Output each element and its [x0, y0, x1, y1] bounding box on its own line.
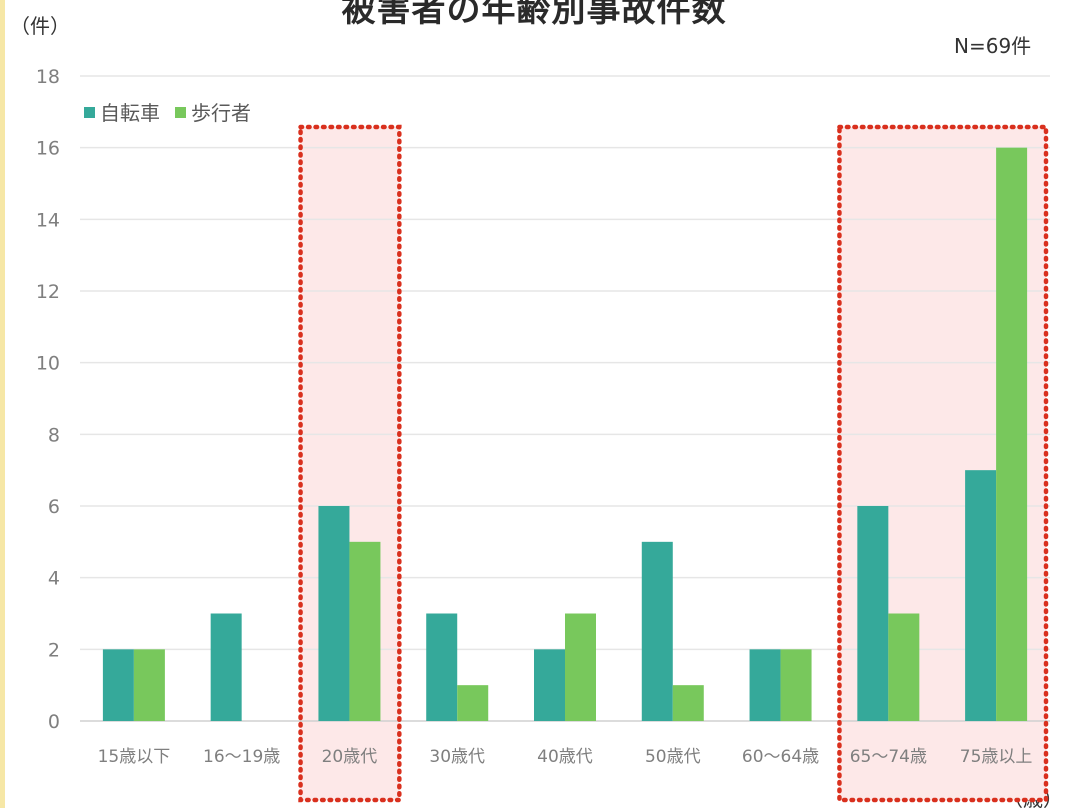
- bar-自転車-20歳代: [318, 506, 350, 721]
- y-axis-ticks: 0 2 4 6 8 10 12 14 16 18: [36, 66, 60, 733]
- legend-label-1: 歩行者: [191, 101, 251, 125]
- bars: [102, 147, 1028, 721]
- x-category-label: 16～19歳: [203, 747, 280, 767]
- y-tick-label: 4: [48, 568, 60, 590]
- bar-自転車-65～74歳: [857, 506, 889, 721]
- x-category-label: 15歳以下: [98, 747, 171, 767]
- x-axis-category-labels: 15歳以下 16～19歳 20歳代 30歳代 40歳代 50歳代 60～64歳 65～74歳 7…: [98, 747, 1033, 767]
- bar-歩行者-20歳代: [349, 541, 381, 721]
- bar-歩行者-65～74歳: [888, 613, 920, 721]
- y-axis-unit-label: （件）: [10, 14, 70, 38]
- left-edge-strip: [0, 0, 5, 808]
- y-tick-label: 10: [36, 353, 60, 375]
- highlight-border-1: [837, 124, 1049, 803]
- bar-自転車-60～64歳: [749, 649, 781, 721]
- bar-歩行者-50歳代: [672, 685, 704, 721]
- legend-label-0: 自転車: [100, 101, 160, 125]
- y-tick-label: 12: [36, 281, 60, 303]
- x-category-label: 60～64歳: [742, 747, 819, 767]
- x-category-label: 65～74歳: [850, 747, 927, 767]
- x-category-label: 50歳代: [645, 747, 701, 767]
- x-category-label: 75歳以上: [960, 747, 1033, 767]
- x-category-label: 40歳代: [537, 747, 593, 767]
- legend: 自転車 歩行者: [84, 101, 251, 125]
- bar-自転車-30歳代: [426, 613, 458, 721]
- chart-title: 被害者の年齢別事故件数: [341, 0, 727, 30]
- y-tick-label: 6: [48, 496, 60, 518]
- highlight-borders: [298, 124, 1049, 803]
- bar-歩行者-15歳以下: [133, 649, 165, 721]
- legend-swatch-0: [84, 107, 95, 118]
- y-tick-label: 14: [36, 209, 60, 231]
- y-tick-label: 8: [48, 424, 60, 446]
- y-tick-label: 16: [36, 138, 60, 160]
- bar-自転車-15歳以下: [102, 649, 134, 721]
- x-category-label: 20歳代: [322, 747, 378, 767]
- bar-自転車-75歳以上: [965, 470, 997, 721]
- y-tick-label: 18: [36, 66, 60, 88]
- bar-自転車-40歳代: [534, 649, 565, 721]
- bar-自転車-16～19歳: [210, 613, 242, 721]
- y-tick-label: 2: [48, 639, 60, 661]
- y-tick-label: 0: [48, 711, 60, 733]
- bar-歩行者-60～64歳: [780, 649, 812, 721]
- legend-swatch-1: [175, 107, 186, 118]
- total-count-label: N=69件: [954, 34, 1032, 58]
- bar-歩行者-30歳代: [457, 685, 489, 721]
- x-category-label: 30歳代: [429, 747, 485, 767]
- bar-自転車-50歳代: [641, 541, 673, 721]
- bar-歩行者-40歳代: [565, 613, 596, 721]
- bar-歩行者-75歳以上: [996, 147, 1028, 721]
- highlight-border-0: [298, 124, 402, 803]
